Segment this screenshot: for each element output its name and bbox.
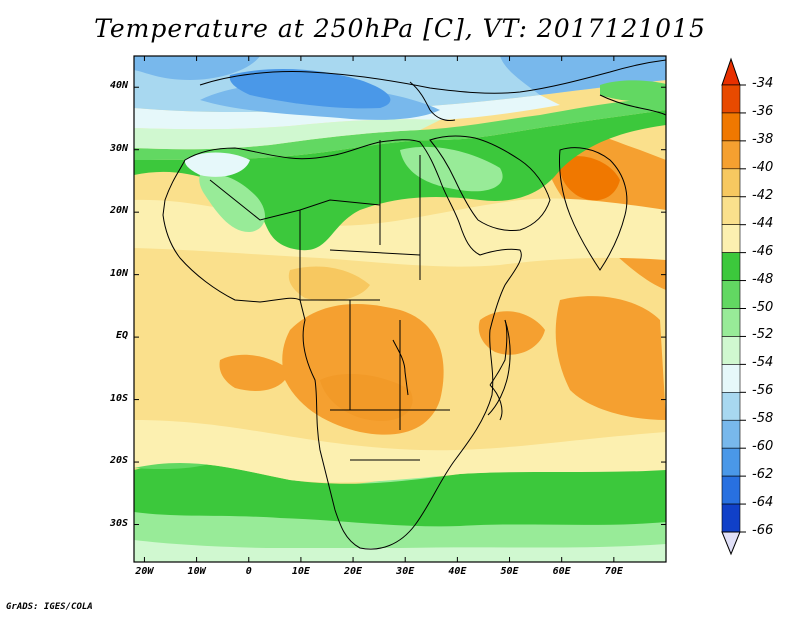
colorbar-label: -48	[752, 271, 774, 287]
lon-label: 20E	[344, 566, 363, 577]
colorbar-label: -50	[752, 299, 774, 315]
colorbar-label: -66	[752, 523, 774, 538]
northwest-blue	[134, 56, 260, 80]
colorbar-segment	[721, 392, 741, 421]
colorbar-segment	[721, 308, 741, 337]
lat-label: 10S	[109, 392, 128, 404]
colorbar-segment	[721, 112, 741, 142]
colorbar-label: -56	[752, 383, 774, 399]
lon-label: 20W	[135, 566, 154, 577]
north-coast-outline	[199, 59, 666, 94]
lat-label: 30N	[109, 142, 128, 154]
caspian-outline	[599, 94, 666, 116]
morocco-pale-cyan	[184, 152, 250, 177]
colorbar-label: -60	[752, 439, 774, 455]
sahara-pale-green-patch	[199, 173, 266, 233]
colorbar-label: -54	[752, 355, 774, 371]
lat-label: 20N	[109, 205, 128, 217]
mediterranean-deep-blue	[229, 68, 391, 109]
colorbar-segment	[721, 336, 741, 365]
coastlines	[162, 59, 666, 550]
colorbar-segment	[721, 84, 741, 114]
colorbar-label: -42	[752, 187, 774, 203]
temperature-field	[134, 56, 666, 562]
lon-label: 10W	[187, 566, 206, 577]
colorbar-label: -38	[752, 131, 774, 147]
grads-credit: GrADS: IGES/COLA	[6, 602, 93, 612]
lon-label: 30E	[396, 566, 415, 577]
colorbar-label: -36	[752, 103, 774, 119]
colorbar-label: -44	[752, 215, 774, 231]
north-light-green-band	[134, 98, 666, 160]
colorbar-top-arrow	[721, 57, 741, 86]
south-green-band	[134, 463, 666, 527]
colorbar-segment	[721, 475, 741, 505]
aegean-outline	[409, 81, 456, 121]
lon-label: 10E	[291, 566, 310, 577]
lat-label: 40N	[109, 80, 128, 92]
sahel-warm-strip	[288, 266, 370, 302]
colorbar-segment	[721, 447, 741, 477]
colorbar-segment	[721, 224, 741, 253]
indian-ocean-warm-patch-1	[478, 311, 545, 355]
colorbar-label: -34	[752, 76, 774, 91]
colorbar-segment	[721, 364, 741, 393]
lat-label: EQ	[115, 330, 128, 342]
colorbar-segment	[721, 140, 741, 170]
colorbar-label: -52	[752, 327, 774, 343]
colorbar-label: -46	[752, 243, 774, 259]
arabia-outline	[429, 135, 551, 231]
lat-label: 30S	[109, 517, 128, 529]
country-borders	[209, 140, 450, 461]
west-warm-patch	[219, 354, 290, 391]
india-hot-spot	[559, 156, 620, 201]
colorbar-bottom-arrow	[721, 531, 741, 556]
colorbar-segment	[721, 252, 741, 281]
lon-label: 50E	[500, 566, 519, 577]
lat-label: 20S	[109, 455, 128, 467]
colorbar-segment	[721, 419, 741, 449]
india-outline	[559, 147, 628, 271]
colorbar	[721, 57, 746, 556]
madagascar-coast	[489, 319, 508, 421]
colorbar-segment	[721, 168, 741, 198]
indian-ocean-warm-patch-2	[555, 296, 666, 420]
south-pale-yellow-band	[134, 420, 666, 483]
north-green-band	[134, 110, 666, 251]
northeast-green-spot	[600, 80, 666, 102]
great-lakes	[392, 339, 409, 396]
colorbar-segment	[721, 503, 741, 533]
colorbar-label: -58	[752, 411, 774, 427]
colorbar-label: -62	[752, 467, 774, 483]
axis-ticks	[134, 56, 666, 562]
map-title: Temperature at 250hPa [C], VT: 201712101…	[94, 14, 706, 43]
lat-label: 10N	[109, 267, 128, 279]
lon-label: 70E	[604, 566, 623, 577]
colorbar-label: -40	[752, 159, 774, 175]
egypt-pale-green-patch	[400, 146, 503, 192]
pale-green-strip	[134, 119, 440, 150]
madagascar-outline	[487, 319, 511, 416]
colorbar-segment	[721, 196, 741, 225]
colorbar-label: -64	[752, 495, 774, 511]
tropical-pale-band	[134, 198, 666, 267]
central-africa-warmest-area	[320, 374, 413, 421]
northeast-blue	[500, 56, 666, 95]
colorbar-segment	[721, 280, 741, 309]
lon-label: 60E	[552, 566, 571, 577]
lon-label: 40E	[448, 566, 467, 577]
south-pale-edge	[134, 540, 666, 562]
lon-label: 0	[245, 566, 252, 577]
plot-frame	[133, 55, 667, 563]
